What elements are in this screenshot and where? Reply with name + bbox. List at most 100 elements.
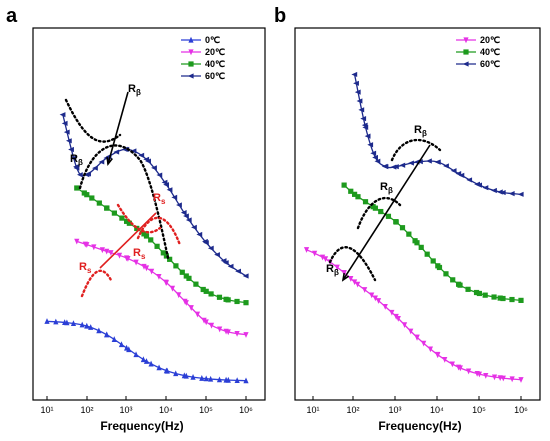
- data-marker: [354, 89, 361, 95]
- data-marker: [370, 204, 376, 210]
- data-marker: [430, 258, 436, 264]
- data-marker: [148, 360, 154, 367]
- data-marker: [79, 321, 85, 328]
- data-marker: [483, 372, 489, 379]
- data-marker: [234, 377, 240, 384]
- data-marker: [443, 163, 449, 169]
- data-marker: [81, 190, 87, 196]
- fit-arc: [328, 246, 377, 282]
- data-marker: [367, 142, 374, 148]
- data-point: [372, 295, 378, 302]
- data-marker: [482, 185, 489, 191]
- data-marker: [491, 374, 498, 381]
- data-marker: [130, 148, 137, 154]
- data-marker: [466, 177, 473, 183]
- data-marker: [421, 340, 427, 347]
- data-marker: [76, 172, 83, 178]
- data-marker: [466, 368, 472, 375]
- x-tick-label: 10²: [80, 405, 93, 415]
- x-tick-label: 10⁶: [514, 405, 528, 415]
- data-point: [183, 213, 189, 219]
- data-marker: [179, 269, 185, 275]
- data-marker: [375, 298, 382, 304]
- x-tick-label: 10⁶: [239, 405, 253, 415]
- data-marker: [53, 318, 59, 325]
- data-marker: [163, 279, 169, 286]
- annotation-label: Rs: [133, 247, 146, 261]
- annotation-label: Rs: [153, 192, 166, 206]
- data-marker: [381, 163, 388, 169]
- data-point: [84, 322, 90, 329]
- data-marker: [96, 327, 102, 334]
- data-marker: [216, 376, 223, 383]
- data-marker: [92, 165, 98, 171]
- data-marker: [99, 247, 105, 254]
- legend-label: 0℃: [205, 35, 220, 45]
- data-point: [203, 288, 209, 294]
- data-marker: [414, 334, 420, 341]
- data-marker: [156, 273, 162, 280]
- x-axis-label-b: Frequency(Hz): [378, 419, 461, 433]
- data-marker: [70, 320, 77, 327]
- data-point: [44, 318, 50, 324]
- data-marker: [96, 200, 102, 206]
- fit-arc: [116, 203, 162, 234]
- data-marker: [434, 159, 441, 165]
- series-line: [76, 240, 247, 336]
- data-marker: [133, 351, 139, 358]
- fit-arc: [64, 98, 122, 143]
- data-marker: [180, 210, 187, 216]
- data-marker: [188, 305, 194, 311]
- legend-marker: [188, 49, 194, 56]
- data-point: [243, 377, 249, 384]
- data-marker: [401, 322, 408, 329]
- data-marker: [474, 370, 480, 377]
- data-marker: [160, 250, 166, 256]
- data-marker: [225, 329, 231, 336]
- x-axis-label-a: Frequency(Hz): [100, 419, 183, 433]
- data-marker: [167, 256, 173, 262]
- data-marker: [378, 208, 384, 215]
- panel-letter-b: b: [274, 5, 286, 27]
- data-marker: [125, 255, 131, 262]
- data-marker: [89, 195, 95, 201]
- data-marker: [348, 188, 354, 194]
- data-marker: [358, 107, 365, 113]
- data-marker: [427, 346, 434, 353]
- data-marker: [353, 80, 359, 86]
- data-marker: [385, 213, 392, 219]
- data-point: [476, 290, 482, 297]
- annotation-label: Rβ: [414, 124, 427, 138]
- data-marker: [141, 231, 147, 237]
- data-marker: [61, 120, 68, 126]
- data-marker: [465, 286, 471, 292]
- data-point: [243, 332, 249, 338]
- fit-arc: [136, 216, 182, 247]
- data-marker: [164, 367, 170, 374]
- data-point: [143, 358, 150, 364]
- data-marker: [104, 205, 110, 211]
- data-point: [183, 273, 189, 279]
- data-point: [497, 295, 503, 301]
- data-marker: [499, 189, 506, 196]
- data-marker: [225, 297, 231, 303]
- data-point: [518, 297, 524, 303]
- data-marker: [426, 158, 432, 164]
- data-marker: [355, 194, 361, 200]
- data-marker: [126, 220, 132, 226]
- data-marker: [341, 270, 347, 276]
- data-marker: [141, 263, 147, 270]
- data-marker: [399, 162, 406, 168]
- x-tick-label: 10³: [119, 405, 132, 415]
- data-point: [242, 273, 249, 279]
- data-marker: [500, 375, 506, 382]
- data-marker: [119, 215, 125, 221]
- data-marker: [406, 231, 412, 237]
- data-marker: [73, 164, 79, 170]
- data-marker: [70, 155, 77, 161]
- data-marker: [116, 252, 123, 259]
- data-point: [372, 154, 378, 161]
- data-point: [74, 238, 80, 245]
